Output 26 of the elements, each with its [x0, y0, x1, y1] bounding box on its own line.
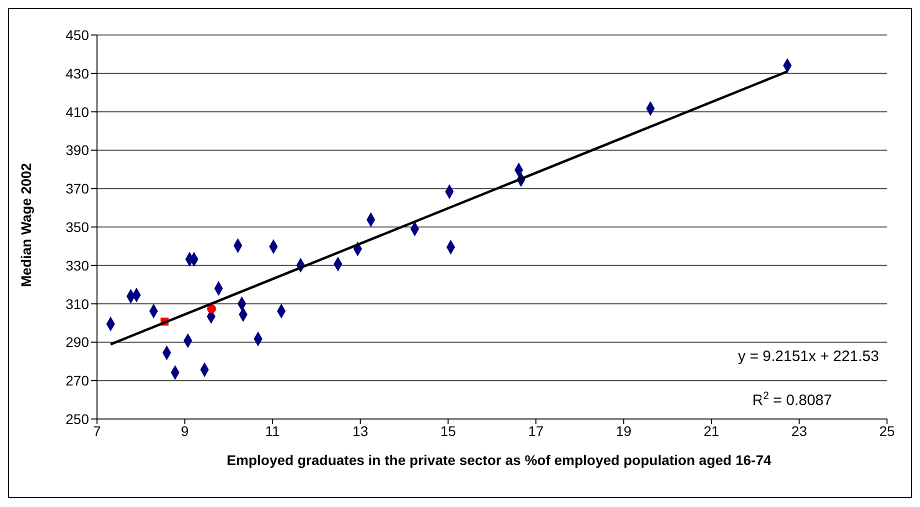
y-tick-label: 410	[66, 104, 90, 120]
y-tick-label: 370	[66, 180, 90, 197]
x-tick-label: 15	[440, 422, 456, 439]
x-tick-label: 11	[265, 422, 280, 439]
x-axis-title: Employed graduates in the private sector as %of employed population aged 16-74	[226, 451, 772, 470]
y-tick-label: 270	[66, 372, 90, 389]
x-tick-label: 21	[704, 422, 720, 439]
y-tick-label: 390	[66, 142, 90, 158]
y-tick-label: 250	[66, 410, 90, 427]
x-tick-label: 19	[616, 422, 632, 439]
annotation: R$^{2}$ = 0.8087	[752, 390, 832, 409]
x-tick-label: 17	[528, 422, 544, 439]
point	[207, 304, 216, 314]
y-axis-title: Median Wage 2002	[18, 162, 34, 287]
annotation: y = 9.2151x + 221.53	[738, 348, 879, 365]
y-tick-label: 290	[66, 334, 90, 350]
y-tick-label: 310	[66, 296, 90, 312]
x-tick-label: 7	[93, 422, 102, 439]
y-tick-label: 450	[66, 26, 90, 43]
x-tick-label: 23	[791, 422, 808, 439]
y-tick-label: 330	[66, 257, 90, 274]
x-tick-label: 25	[879, 422, 895, 439]
y-tick-label: 430	[66, 65, 90, 82]
x-tick-label: 13	[352, 422, 368, 439]
x-tick-label: 9	[180, 422, 189, 439]
y-tick-label: 350	[66, 218, 90, 235]
